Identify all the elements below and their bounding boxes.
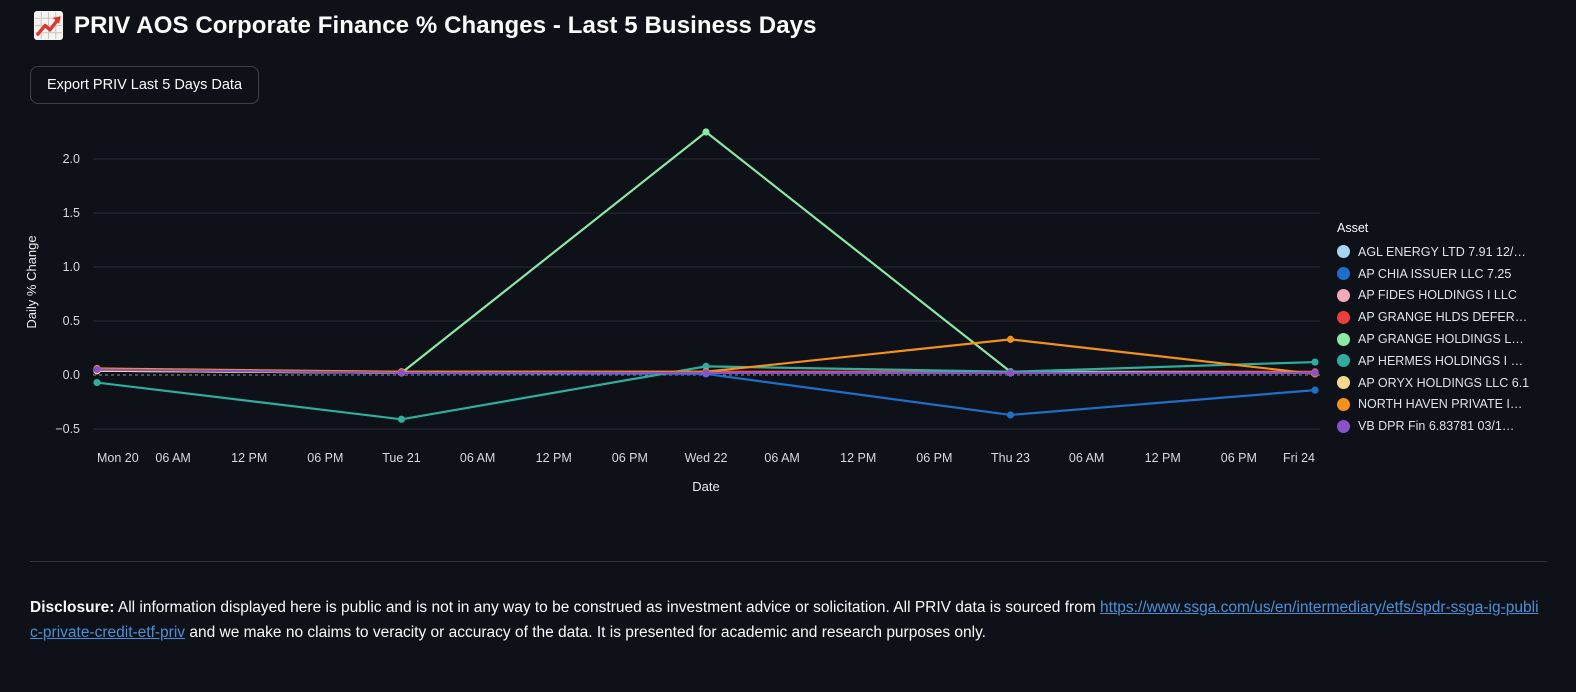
legend-item: AP GRANGE HLDS DEFER… bbox=[1337, 306, 1572, 328]
chart-legend: Asset AGL ENERGY LTD 7.91 12/… AP CHIA IS… bbox=[1337, 221, 1572, 437]
disclosure-body-start: All information displayed here is public… bbox=[114, 599, 1101, 616]
data-point bbox=[702, 369, 710, 377]
data-point bbox=[1311, 386, 1319, 394]
legend-swatch-icon bbox=[1337, 267, 1350, 281]
x-axis: Mon 20 06 AM 12 PM 06 PM Tue 21 06 AM 12 PM 06 … bbox=[97, 451, 1315, 465]
data-point bbox=[702, 128, 710, 136]
x-tick-label: 06 PM bbox=[307, 451, 343, 465]
y-axis-title: Daily % Change bbox=[24, 235, 39, 328]
page-title: PRIV AOS Corporate Finance % Changes - L… bbox=[74, 11, 817, 39]
x-tick-label: Fri 24 bbox=[1283, 451, 1315, 465]
data-point bbox=[1311, 369, 1319, 377]
x-tick-label: 06 PM bbox=[916, 451, 952, 465]
x-tick-label: Wed 22 bbox=[685, 451, 728, 465]
data-point bbox=[93, 366, 101, 374]
source-link[interactable]: https://www.ssga.com/us/en/intermediary/… bbox=[30, 599, 1539, 641]
legend-title: Asset bbox=[1337, 221, 1369, 235]
legend-swatch-icon bbox=[1337, 419, 1350, 433]
x-tick-label: 06 PM bbox=[1221, 451, 1257, 465]
divider bbox=[30, 561, 1547, 562]
x-tick-label: 06 AM bbox=[460, 451, 495, 465]
legend-label: AGL ENERGY LTD 7.91 12/… bbox=[1358, 244, 1526, 259]
y-tick-label: −0.5 bbox=[55, 422, 80, 436]
y-tick-label: 0.0 bbox=[63, 368, 80, 382]
x-axis-title: Date bbox=[692, 479, 719, 494]
x-tick-label: 12 PM bbox=[1145, 451, 1181, 465]
y-tick-label: 0.5 bbox=[63, 314, 80, 328]
series-line bbox=[96, 130, 1316, 374]
data-point bbox=[93, 378, 101, 387]
legend-swatch-icon bbox=[1337, 332, 1350, 346]
legend-items: AGL ENERGY LTD 7.91 12/… AP CHIA ISSUER L… bbox=[1337, 241, 1572, 437]
legend-label: AP ORYX HOLDINGS LLC 6.1 bbox=[1358, 375, 1530, 390]
disclosure-body-end: and we make no claims to veracity or acc… bbox=[185, 624, 986, 641]
x-tick-label: 12 PM bbox=[536, 451, 572, 465]
legend-item: AP FIDES HOLDINGS I LLC bbox=[1337, 285, 1572, 307]
x-tick-label: 12 PM bbox=[840, 451, 876, 465]
series-AP GRANGE HOLDINGS L… bbox=[93, 128, 1319, 377]
data-point bbox=[1311, 358, 1319, 366]
y-tick-label: 1.0 bbox=[63, 260, 80, 274]
x-tick-label: 06 PM bbox=[612, 451, 648, 465]
legend-item: AP GRANGE HOLDINGS L… bbox=[1337, 328, 1572, 350]
legend-item: VB DPR Fin 6.83781 03/1… bbox=[1337, 415, 1572, 437]
legend-swatch-icon bbox=[1337, 245, 1350, 259]
x-tick-label: 12 PM bbox=[231, 451, 267, 465]
legend-label: AP HERMES HOLDINGS I … bbox=[1358, 353, 1524, 368]
legend-item: AGL ENERGY LTD 7.91 12/… bbox=[1337, 241, 1572, 263]
data-point bbox=[1006, 335, 1015, 343]
legend-label: AP CHIA ISSUER LLC 7.25 bbox=[1358, 266, 1512, 281]
y-tick-label: 1.5 bbox=[63, 206, 80, 220]
legend-label: AP GRANGE HLDS DEFER… bbox=[1358, 310, 1528, 325]
legend-swatch-icon bbox=[1337, 354, 1350, 368]
legend-label: AP GRANGE HOLDINGS L… bbox=[1358, 332, 1524, 347]
series-VB DPR Fin 6.83781 03/1… bbox=[93, 366, 1319, 377]
legend-swatch-icon bbox=[1337, 376, 1350, 390]
legend-item: AP ORYX HOLDINGS LLC 6.1 bbox=[1337, 372, 1572, 394]
legend-item: AP HERMES HOLDINGS I … bbox=[1337, 350, 1572, 372]
y-axis: 2.0 1.5 1.0 0.5 0.0 −0.5 bbox=[55, 152, 80, 436]
legend-swatch-icon bbox=[1337, 310, 1350, 324]
legend-swatch-icon bbox=[1337, 288, 1350, 302]
legend-item: NORTH HAVEN PRIVATE I… bbox=[1337, 394, 1572, 416]
data-point bbox=[397, 369, 406, 377]
legend-swatch-icon bbox=[1337, 397, 1350, 411]
export-data-button[interactable]: Export PRIV Last 5 Days Data bbox=[30, 66, 260, 104]
x-tick-label: 06 AM bbox=[155, 451, 190, 465]
grid-layer bbox=[93, 158, 1320, 430]
disclosure-label: Disclosure: bbox=[30, 599, 115, 616]
x-tick-label: 06 AM bbox=[764, 451, 799, 465]
line-chart[interactable]: 2.0 1.5 1.0 0.5 0.0 −0.5 Mon 20 06 AM 12 PM 06 P… bbox=[0, 100, 1576, 510]
y-tick-label: 2.0 bbox=[63, 152, 80, 166]
legend-label: VB DPR Fin 6.83781 03/1… bbox=[1358, 419, 1515, 434]
data-point bbox=[1006, 411, 1015, 419]
series-AP HERMES HOLDINGS I … bbox=[93, 358, 1319, 423]
legend-item: AP CHIA ISSUER LLC 7.25 bbox=[1337, 263, 1572, 285]
data-point bbox=[702, 362, 710, 370]
x-tick-label: Thu 23 bbox=[991, 451, 1030, 465]
x-tick-label: 06 AM bbox=[1069, 451, 1104, 465]
x-tick-label: Mon 20 bbox=[97, 451, 139, 465]
disclosure-text: Disclosure: All information displayed he… bbox=[30, 595, 1542, 645]
line-chart-canvas[interactable]: 2.0 1.5 1.0 0.5 0.0 −0.5 Mon 20 06 AM 12 PM 06 P… bbox=[0, 100, 1576, 500]
data-point bbox=[1006, 369, 1015, 377]
series-layer bbox=[93, 128, 1319, 423]
x-tick-label: Tue 21 bbox=[382, 451, 421, 465]
chart-increasing-icon bbox=[33, 10, 64, 41]
data-point bbox=[397, 415, 406, 423]
legend-label: NORTH HAVEN PRIVATE I… bbox=[1358, 397, 1523, 412]
header: PRIV AOS Corporate Finance % Changes - L… bbox=[33, 10, 817, 41]
legend-label: AP FIDES HOLDINGS I LLC bbox=[1358, 288, 1517, 303]
